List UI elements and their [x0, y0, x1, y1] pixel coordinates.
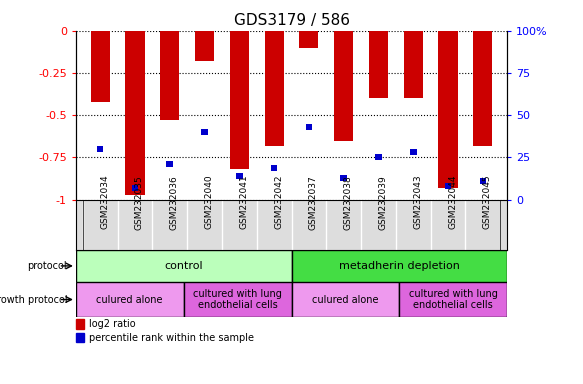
Bar — [334, 31, 353, 141]
Text: GSM232036: GSM232036 — [170, 175, 179, 230]
Text: growth protocol: growth protocol — [0, 295, 67, 305]
Bar — [195, 31, 214, 61]
Bar — [76, 333, 85, 343]
Bar — [125, 31, 145, 195]
Text: GSM232038: GSM232038 — [344, 175, 353, 230]
Bar — [473, 31, 493, 146]
Bar — [375, 154, 382, 161]
Text: GSM232044: GSM232044 — [448, 175, 457, 229]
Bar — [479, 178, 486, 184]
Bar — [97, 146, 104, 152]
Text: percentile rank within the sample: percentile rank within the sample — [89, 333, 254, 343]
Bar — [305, 124, 312, 130]
Text: GSM232035: GSM232035 — [135, 175, 144, 230]
Bar — [369, 31, 388, 98]
Bar — [399, 282, 507, 317]
Bar — [403, 31, 423, 98]
Text: GSM232039: GSM232039 — [378, 175, 388, 230]
Bar — [160, 31, 180, 120]
Text: GSM232043: GSM232043 — [413, 175, 422, 230]
Bar — [76, 282, 184, 317]
Bar — [90, 31, 110, 102]
Bar — [76, 250, 292, 282]
Text: control: control — [164, 261, 203, 271]
Bar — [299, 31, 318, 48]
Text: culured alone: culured alone — [96, 295, 163, 305]
Text: cultured with lung
endothelial cells: cultured with lung endothelial cells — [193, 289, 282, 310]
Bar — [292, 282, 399, 317]
Bar — [445, 183, 451, 189]
Bar — [438, 31, 458, 188]
Bar — [292, 250, 507, 282]
Text: GSM232041: GSM232041 — [239, 175, 248, 230]
Bar — [230, 31, 249, 169]
Text: protocol: protocol — [27, 261, 67, 271]
Text: GSM232037: GSM232037 — [309, 175, 318, 230]
Text: GSM232034: GSM232034 — [100, 175, 109, 230]
Bar — [236, 173, 243, 179]
Bar — [271, 165, 278, 170]
Bar — [166, 161, 173, 167]
Text: log2 ratio: log2 ratio — [89, 319, 135, 329]
Bar — [132, 185, 138, 191]
Text: culured alone: culured alone — [312, 295, 379, 305]
Text: GSM232040: GSM232040 — [205, 175, 213, 230]
Bar — [184, 282, 292, 317]
Text: GSM232045: GSM232045 — [483, 175, 492, 230]
Bar — [265, 31, 284, 146]
Bar — [201, 129, 208, 135]
Title: GDS3179 / 586: GDS3179 / 586 — [234, 13, 349, 28]
Text: metadherin depletion: metadherin depletion — [339, 261, 460, 271]
Bar — [410, 149, 417, 155]
Text: GSM232042: GSM232042 — [274, 175, 283, 229]
Bar — [76, 319, 85, 329]
Bar — [340, 175, 347, 180]
Text: cultured with lung
endothelial cells: cultured with lung endothelial cells — [409, 289, 498, 310]
